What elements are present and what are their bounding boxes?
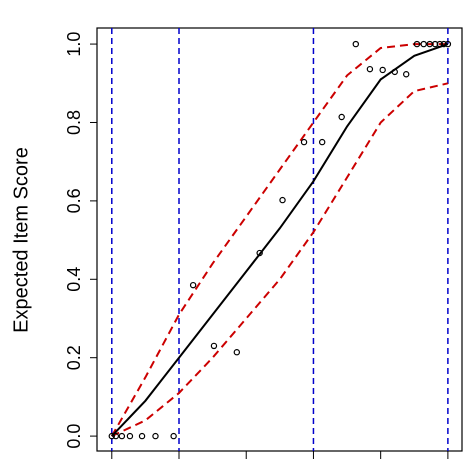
y-tick-label: 1.0 [64,32,84,57]
y-tick-label: 0.0 [64,424,84,449]
observed-point [256,249,263,257]
observed-point [318,138,326,146]
observed-point [338,113,345,121]
y-tick-label: 0.2 [64,345,84,370]
y-tick-label: 0.6 [64,188,84,213]
observed-point [189,281,197,289]
observed-point [403,71,410,78]
observed-point [279,196,286,204]
observed-point [112,432,120,440]
observed-point [300,138,308,146]
observed-point [413,40,421,48]
expected-curve [111,43,449,437]
observed-point [420,40,427,48]
observed-point [436,40,444,48]
observed-point [444,40,452,48]
observed-point [108,432,115,440]
observed-point [210,342,218,350]
observed-point [152,432,159,440]
plot-frame [96,27,463,452]
observed-point [440,40,448,48]
confidence-band [110,43,448,437]
y-tick-label: 0.4 [64,267,84,292]
observed-point [366,65,374,73]
y-axis-label: Expected Item Score [10,147,32,333]
observed-point [138,432,146,440]
observed-point [118,432,126,440]
observed-point [379,66,386,74]
observed-point [126,432,134,440]
observed-point [233,349,241,356]
observed-point [170,432,177,440]
confidence-band [111,82,449,438]
observed-point [352,40,359,48]
y-tick-label: 0.8 [64,110,84,135]
observed-point [391,68,398,76]
